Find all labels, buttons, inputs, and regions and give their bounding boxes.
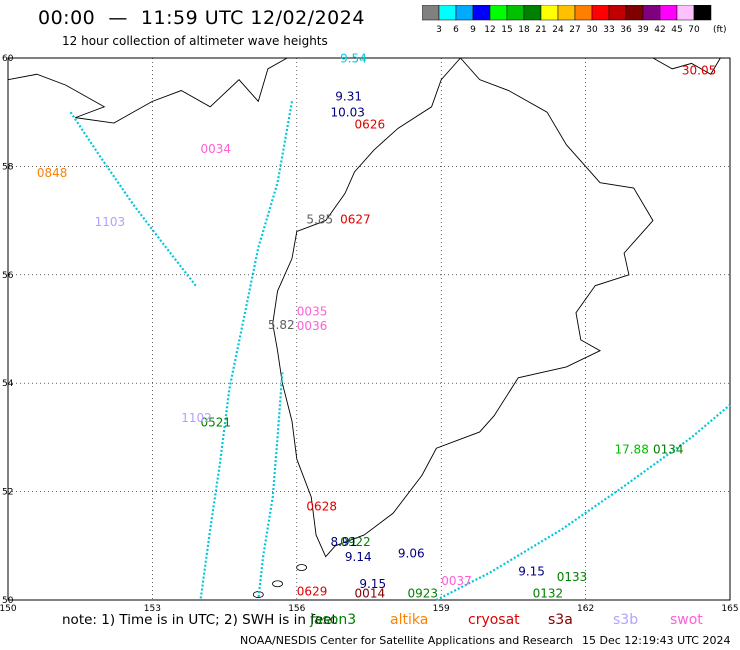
map-value-label: 0037	[441, 574, 472, 588]
map-value-label: 0133	[557, 570, 588, 584]
colorbar-tick-label: 12	[484, 25, 495, 35]
colorbar-tick-label: 6	[453, 25, 459, 35]
lat-tick-label: 50	[2, 596, 14, 606]
lat-tick-label: 54	[2, 379, 14, 389]
map-value-label: 9.54	[340, 51, 367, 65]
colorbar-tick-label: 18	[518, 25, 530, 35]
colorbar-tick-label: 30	[586, 25, 598, 35]
colorbar-tick-label: 70	[688, 25, 700, 35]
map-value-label: 0848	[37, 166, 68, 180]
northeast-coastline	[652, 57, 721, 75]
colorbar-tick-label: 3	[436, 25, 442, 35]
satellite-track	[257, 372, 284, 601]
map-value-label: 0629	[297, 585, 328, 599]
map-value-label: 1102	[181, 411, 212, 425]
colorbar-tick-label: 27	[569, 25, 580, 35]
lon-tick-label: 165	[721, 604, 738, 614]
map-value-label: 0627	[340, 212, 371, 226]
lon-tick-label: 159	[433, 604, 450, 614]
mission-legend-cryosat: cryosat	[468, 612, 520, 628]
map-value-label: 0014	[355, 586, 386, 600]
map-value-label: 5.85	[306, 212, 333, 226]
colorbar-tick-label: 42	[654, 25, 665, 35]
colorbar-unit: (ft)	[713, 25, 727, 35]
wave-height-colorbar: 3 6 9 12 15 18 21 24 27 30 33 36 39 42 45 70 (ft)	[422, 5, 727, 35]
lat-tick-label: 58	[2, 162, 14, 172]
colorbar-tick-label: 15	[501, 25, 512, 35]
map-value-label: 17.88	[614, 443, 648, 457]
map-value-label: 0922	[340, 535, 371, 549]
map-value-label: 8.91	[330, 535, 357, 549]
map-value-label: 9.15	[359, 577, 386, 591]
credit-line: NOAA/NESDIS Center for Satellite Applica…	[240, 634, 574, 647]
satellite-track	[435, 404, 731, 601]
map-value-label: 0035	[297, 304, 328, 318]
map-value-label: 30.05	[682, 63, 716, 77]
colorbar-tick-label: 9	[470, 25, 476, 35]
lon-tick-label: 150	[0, 604, 17, 614]
mission-legend-s3b: s3b	[613, 612, 639, 628]
satellite-track	[199, 101, 294, 601]
colorbar-swatch	[693, 5, 712, 21]
map-value-label: 0923	[408, 586, 439, 600]
page-subtitle: 12 hour collection of altimeter wave hei…	[62, 34, 328, 48]
map-value-label: 0034	[201, 142, 232, 156]
map-value-label: 9.06	[398, 547, 425, 561]
island-outline	[272, 580, 283, 588]
map-value-label: 9.31	[335, 89, 362, 103]
map-value-label: 0628	[306, 500, 337, 514]
satellite-track	[69, 111, 197, 287]
map-frame	[7, 57, 731, 601]
map-value-label: 9.15	[518, 565, 545, 579]
map-value-label: 0036	[297, 319, 328, 333]
map-value-label: 1103	[95, 215, 126, 229]
colorbar-tick-label: 45	[671, 25, 682, 35]
map-value-label: 0134	[653, 443, 684, 457]
okhotsk-north-coastline	[7, 57, 288, 124]
lon-tick-label: 162	[577, 604, 594, 614]
mission-legend-jason3: jason3	[310, 612, 357, 628]
kamchatka-coastline	[272, 57, 654, 558]
mission-legend-swot: swot	[670, 612, 703, 628]
map-value-label: 10.03	[330, 106, 364, 120]
lat-tick-label: 52	[2, 488, 13, 498]
lon-tick-label: 153	[144, 604, 161, 614]
colorbar-tick-label: 36	[620, 25, 632, 35]
colorbar-tick-label: 21	[535, 25, 546, 35]
colorbar-tick-label: 33	[603, 25, 614, 35]
mission-legend-s3a: s3a	[548, 612, 573, 628]
footer-note: note: 1) Time is in UTC; 2) SWH is in fe…	[62, 612, 337, 628]
generated-timestamp: 15 Dec 12:19:43 UTC 2024	[582, 634, 731, 647]
lat-tick-label: 56	[2, 271, 14, 281]
map-value-label: 0626	[355, 117, 386, 131]
colorbar-tick-label: 24	[552, 25, 564, 35]
lat-tick-label: 60	[2, 54, 14, 64]
map-value-label: 0521	[201, 416, 232, 430]
map-value-label: 5.82	[268, 318, 295, 332]
mission-legend-altika: altika	[390, 612, 429, 628]
map-value-label: 9.14	[345, 550, 372, 564]
colorbar-tick-label: 39	[637, 25, 649, 35]
page-title: 00:00 — 11:59 UTC 12/02/2024	[38, 7, 365, 29]
island-outline	[296, 564, 308, 571]
map-value-label: 0132	[533, 586, 564, 600]
lon-tick-label: 156	[288, 604, 305, 614]
